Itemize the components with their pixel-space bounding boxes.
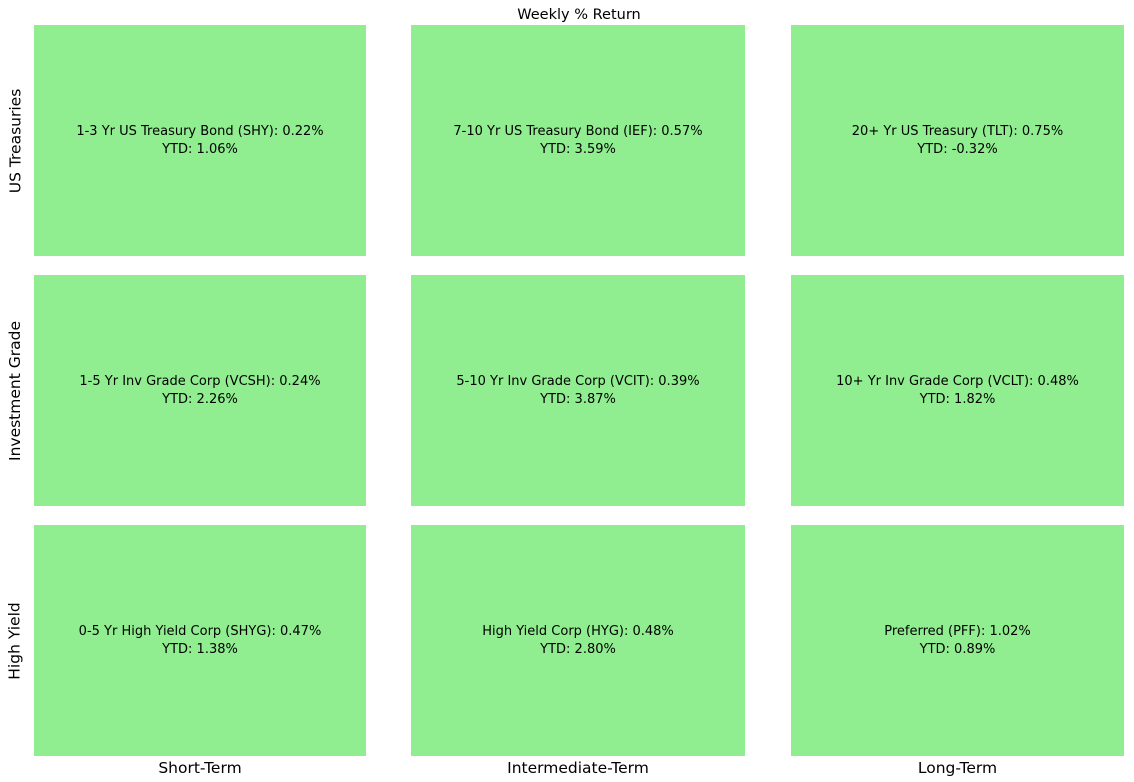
- cell-return-label: 1-5 Yr Inv Grade Corp (VCSH): 0.24%: [79, 373, 321, 389]
- cell-ytd-label: YTD: 2.26%: [162, 391, 238, 407]
- heatmap-cell-pff: Preferred (PFF): 1.02% YTD: 0.89%: [791, 525, 1124, 756]
- chart-title: Weekly % Return: [517, 7, 641, 23]
- row-label-investment-grade: Investment Grade: [0, 275, 30, 506]
- heatmap-cell-shy: 1-3 Yr US Treasury Bond (SHY): 0.22% YTD…: [34, 25, 366, 256]
- heatmap-cell-tlt: 20+ Yr US Treasury (TLT): 0.75% YTD: -0.…: [791, 25, 1124, 256]
- cell-ytd-label: YTD: 0.89%: [919, 641, 996, 657]
- cell-ytd-label: YTD: -0.32%: [917, 141, 998, 157]
- heatmap-cell-ief: 7-10 Yr US Treasury Bond (IEF): 0.57% YT…: [411, 25, 745, 256]
- cell-return-label: Preferred (PFF): 1.02%: [884, 623, 1031, 639]
- col-label-long-term: Long-Term: [917, 759, 998, 777]
- cell-return-label: 20+ Yr US Treasury (TLT): 0.75%: [851, 123, 1064, 139]
- cell-return-label: 10+ Yr Inv Grade Corp (VCLT): 0.48%: [836, 373, 1079, 389]
- heatmap-cell-hyg: High Yield Corp (HYG): 0.48% YTD: 2.80%: [411, 525, 745, 756]
- cell-return-label: 7-10 Yr US Treasury Bond (IEF): 0.57%: [453, 123, 703, 139]
- cell-ytd-label: YTD: 1.38%: [162, 641, 238, 657]
- row-label-text: US Treasuries: [6, 88, 24, 193]
- cell-ytd-label: YTD: 1.06%: [162, 141, 238, 157]
- row-label-text: Investment Grade: [6, 320, 25, 461]
- cell-ytd-label: YTD: 3.59%: [540, 141, 616, 157]
- row-label-high-yield: High Yield: [0, 525, 30, 756]
- row-label-us-treasuries: US Treasuries: [0, 25, 30, 256]
- cell-return-label: 0-5 Yr High Yield Corp (SHYG): 0.47%: [78, 623, 322, 639]
- cell-return-label: 1-3 Yr US Treasury Bond (SHY): 0.22%: [76, 123, 324, 139]
- cell-return-label: High Yield Corp (HYG): 0.48%: [482, 623, 674, 639]
- cell-ytd-label: YTD: 2.80%: [540, 641, 616, 657]
- heatmap-cell-shyg: 0-5 Yr High Yield Corp (SHYG): 0.47% YTD…: [34, 525, 366, 756]
- col-label-intermediate-term: Intermediate-Term: [507, 759, 649, 777]
- cell-return-label: 5-10 Yr Inv Grade Corp (VCIT): 0.39%: [456, 373, 700, 389]
- row-label-text: High Yield: [6, 601, 24, 680]
- heatmap-cell-vcit: 5-10 Yr Inv Grade Corp (VCIT): 0.39% YTD…: [411, 275, 745, 506]
- cell-ytd-label: YTD: 3.87%: [540, 391, 616, 407]
- cell-ytd-label: YTD: 1.82%: [919, 391, 996, 407]
- heatmap-cell-vcsh: 1-5 Yr Inv Grade Corp (VCSH): 0.24% YTD:…: [34, 275, 366, 506]
- col-label-short-term: Short-Term: [158, 759, 242, 777]
- heatmap-cell-vclt: 10+ Yr Inv Grade Corp (VCLT): 0.48% YTD:…: [791, 275, 1124, 506]
